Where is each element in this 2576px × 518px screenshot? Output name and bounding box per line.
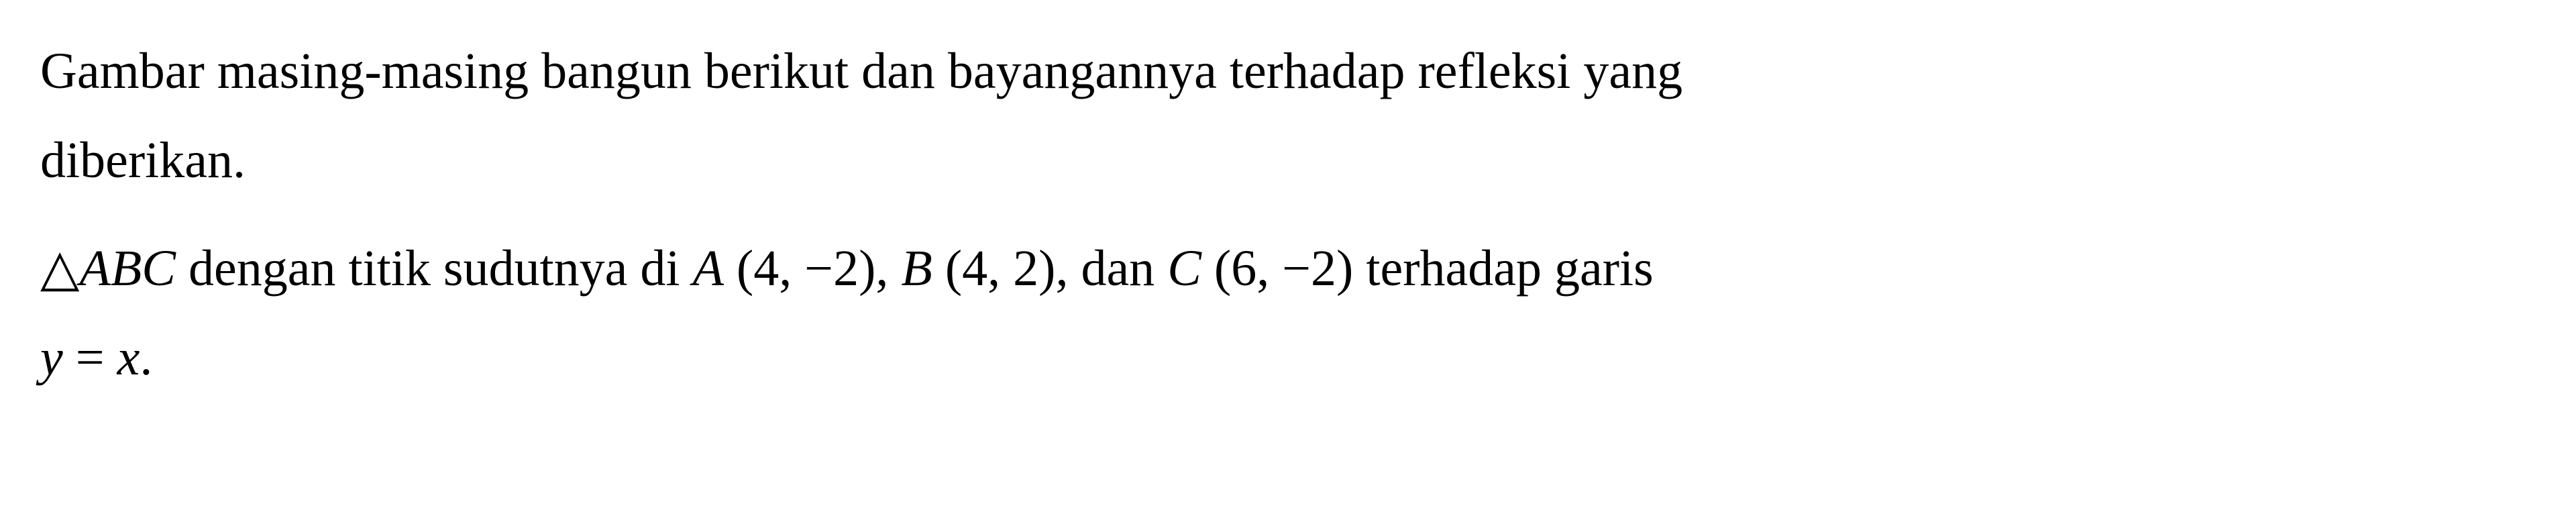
coord-c: (6, −2) terhadap garis bbox=[1201, 240, 1654, 297]
instruction-line-2: diberikan. bbox=[40, 116, 2536, 205]
document-content: Gambar masing-masing bangun berikut dan … bbox=[40, 27, 2536, 403]
instruction-line-1: Gambar masing-masing bangun berikut dan … bbox=[40, 27, 2536, 116]
var-y: y bbox=[40, 329, 63, 386]
point-a: A bbox=[692, 240, 723, 297]
triangle-symbol: △ bbox=[40, 224, 79, 313]
point-b: B bbox=[901, 240, 932, 297]
problem-line-2: y = x. bbox=[40, 313, 2536, 403]
paragraph-problem: △ABC dengan titik sudutnya di A (4, −2),… bbox=[40, 224, 2536, 403]
point-c: C bbox=[1167, 240, 1201, 297]
text-segment-1: dengan titik sudutnya di bbox=[176, 240, 692, 297]
label-abc: ABC bbox=[79, 240, 176, 297]
coord-a: (4, −2), bbox=[724, 240, 901, 297]
period: . bbox=[140, 329, 152, 386]
equals-sign: = bbox=[63, 329, 117, 386]
var-x: x bbox=[117, 329, 140, 386]
paragraph-instruction: Gambar masing-masing bangun berikut dan … bbox=[40, 27, 2536, 205]
coord-b: (4, 2), dan bbox=[932, 240, 1167, 297]
problem-line-1: △ABC dengan titik sudutnya di A (4, −2),… bbox=[40, 224, 2536, 313]
